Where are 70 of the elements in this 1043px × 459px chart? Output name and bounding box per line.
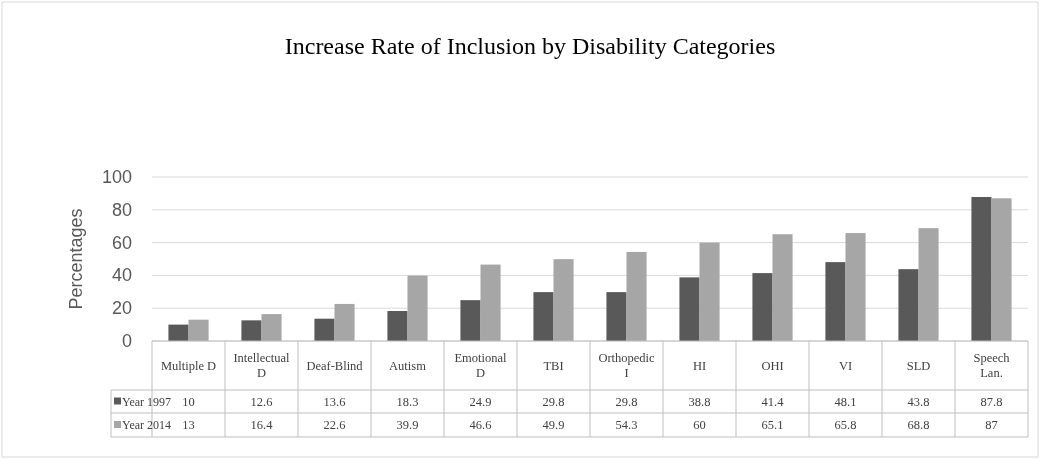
legend-label: Year 2014	[122, 418, 172, 432]
data-label: 13.6	[323, 394, 346, 409]
data-label: 65.8	[834, 418, 857, 432]
bar	[553, 259, 574, 341]
bar	[241, 320, 262, 341]
data-label: 43.8	[907, 394, 930, 409]
bar	[168, 324, 189, 341]
x-tick-label: SLD	[906, 358, 931, 373]
y-tick-label: 100	[101, 167, 132, 187]
data-label: 87	[985, 418, 998, 432]
bar	[334, 303, 355, 341]
data-label: 29.8	[615, 394, 638, 409]
bar	[533, 292, 554, 341]
bar	[407, 275, 428, 341]
data-label: 29.8	[542, 394, 565, 409]
bar	[188, 319, 209, 341]
x-tick-label: Intellectual D	[233, 351, 291, 380]
data-label: 39.9	[396, 418, 419, 432]
data-label: 41.4	[761, 394, 785, 409]
bar	[480, 264, 501, 341]
data-label: 46.6	[469, 418, 492, 432]
bar	[845, 233, 866, 341]
bar	[898, 269, 919, 341]
bar	[679, 277, 700, 341]
data-label: 24.9	[469, 394, 492, 409]
bar	[752, 273, 773, 341]
x-tick-label: Autism	[389, 358, 427, 373]
y-axis-title: Percentages	[66, 208, 86, 310]
x-tick-label: OHI	[761, 358, 784, 373]
bar	[772, 234, 793, 341]
legend-label: Year 1997	[122, 394, 172, 409]
bar	[918, 228, 939, 341]
bar	[825, 262, 846, 341]
x-tick-label: HI	[692, 358, 707, 373]
bar	[606, 292, 627, 341]
y-tick-label: 0	[121, 331, 132, 351]
data-label: 68.8	[907, 418, 930, 432]
bar	[387, 310, 408, 341]
data-label: 38.8	[688, 394, 711, 409]
x-tick-label: TBI	[543, 358, 564, 373]
bar	[971, 197, 992, 341]
data-label: 12.6	[250, 394, 273, 409]
data-label: 22.6	[323, 418, 346, 432]
x-tick-label: VI	[838, 358, 853, 373]
x-tick-label: Multiple D	[160, 358, 217, 373]
data-label: 60	[693, 418, 706, 432]
data-label: 13	[182, 418, 195, 432]
data-label: 87.8	[980, 394, 1003, 409]
y-tick-label: 40	[111, 265, 132, 286]
x-tick-label: Emotional D	[454, 351, 508, 380]
y-tick-label: 80	[111, 199, 132, 220]
x-tick-label: Orthopedic I	[598, 351, 656, 380]
data-label: 16.4	[250, 418, 274, 432]
y-tick-label: 20	[111, 298, 132, 319]
bar	[460, 300, 481, 341]
y-tick-label: 60	[111, 232, 132, 253]
x-tick-label: Deaf-Blind	[306, 358, 364, 373]
data-label: 49.9	[542, 418, 565, 432]
data-label: 65.1	[761, 418, 784, 432]
x-tick-label: Speech Lan.	[973, 351, 1011, 380]
data-label: 10	[182, 394, 195, 409]
data-label: 18.3	[396, 394, 419, 409]
bar	[626, 251, 647, 341]
data-label: 48.1	[834, 394, 857, 409]
data-label: 54.3	[615, 418, 638, 432]
bar	[261, 314, 282, 341]
bar	[991, 198, 1012, 341]
bar	[699, 242, 720, 341]
chart-title: Increase Rate of Inclusion by Disability Categories	[284, 33, 776, 59]
bar	[314, 318, 335, 341]
